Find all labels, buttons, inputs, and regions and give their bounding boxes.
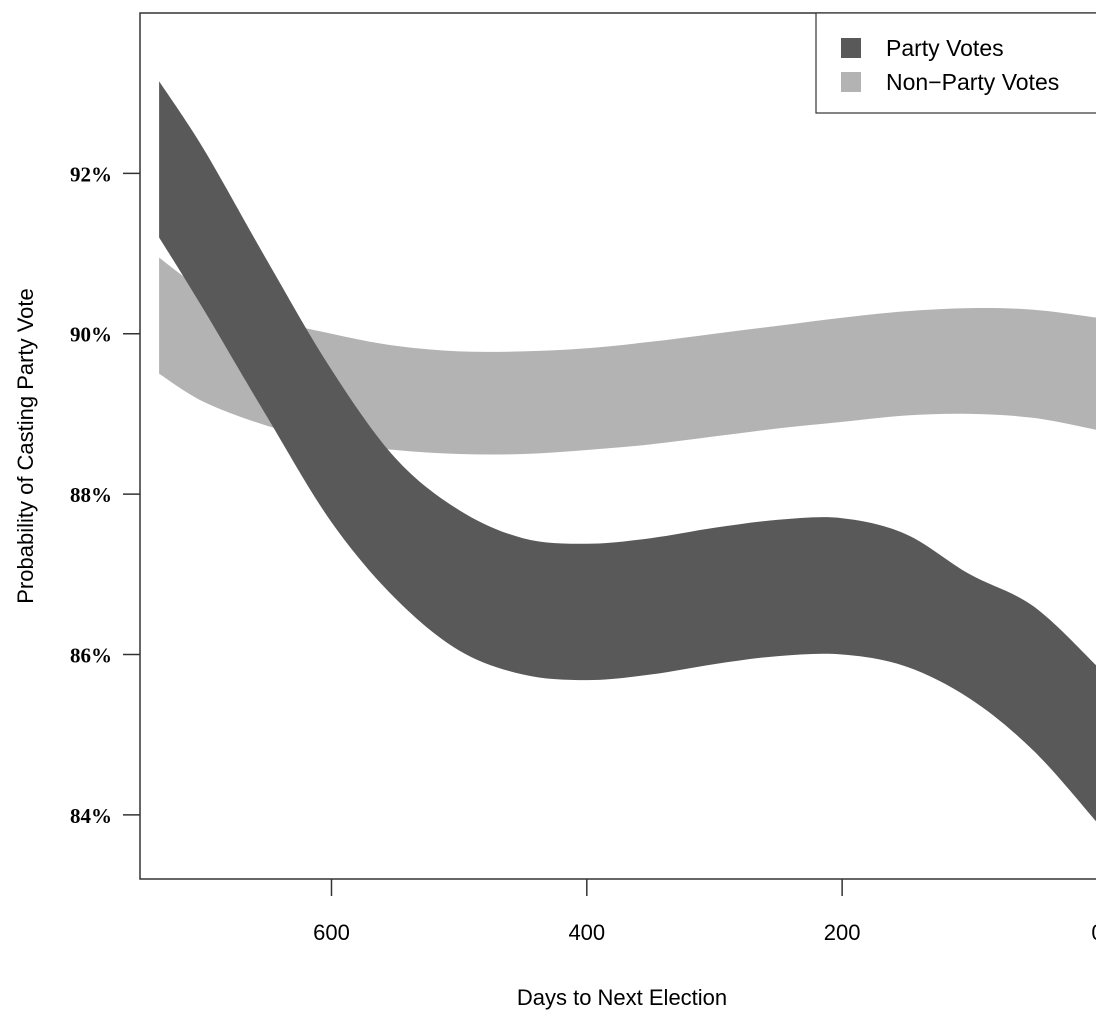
band-party-votes — [159, 81, 1096, 822]
y-axis-label: Probability of Casting Party Vote — [13, 288, 38, 604]
legend-label-non-party-votes: Non−Party Votes — [886, 69, 1059, 95]
y-tick-label-86: 86% — [70, 643, 112, 667]
x-tick-label-600: 600 — [313, 920, 350, 945]
y-tick-label-90: 90% — [70, 323, 112, 347]
legend-swatch-party-votes — [841, 38, 861, 58]
band-non-party-votes — [159, 257, 1096, 455]
y-tick-label-92: 92% — [70, 162, 112, 186]
legend: Party Votes Non−Party Votes — [815, 12, 1096, 114]
y-tick-label-88: 88% — [70, 483, 112, 507]
confidence-bands — [159, 81, 1096, 822]
y-axis: 84% 86% 88% 90% 92% — [70, 162, 140, 828]
x-tick-label-0: 0 — [1091, 920, 1096, 945]
plot-frame — [139, 12, 1096, 880]
x-axis-label: Days to Next Election — [517, 985, 727, 1010]
x-axis: 600 400 200 0 — [313, 879, 1096, 945]
legend-swatch-non-party-votes — [841, 72, 861, 92]
x-tick-label-200: 200 — [824, 920, 861, 945]
legend-label-party-votes: Party Votes — [886, 35, 1004, 61]
legend-box — [815, 12, 1096, 114]
y-tick-label-84: 84% — [70, 804, 112, 828]
x-tick-label-400: 400 — [568, 920, 605, 945]
